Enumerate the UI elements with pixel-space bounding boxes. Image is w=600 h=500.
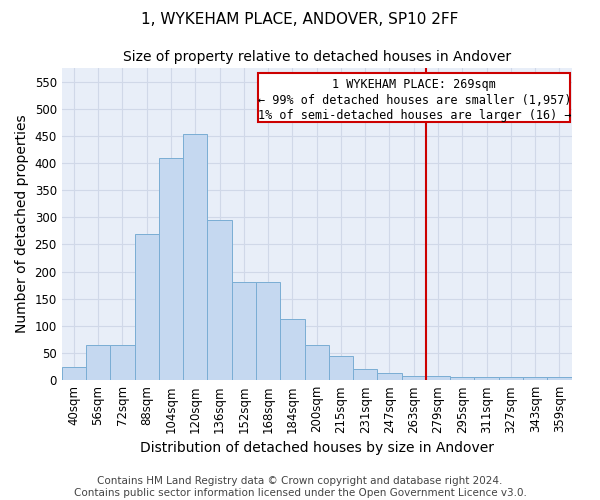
Bar <box>208 220 232 380</box>
Bar <box>450 378 475 380</box>
Bar <box>159 158 183 380</box>
Bar <box>232 282 256 380</box>
Text: 1 WYKEHAM PLACE: 269sqm: 1 WYKEHAM PLACE: 269sqm <box>332 78 496 92</box>
Bar <box>353 370 377 380</box>
Text: 1% of semi-detached houses are larger (16) →: 1% of semi-detached houses are larger (1… <box>257 109 571 122</box>
Text: 1, WYKEHAM PLACE, ANDOVER, SP10 2FF: 1, WYKEHAM PLACE, ANDOVER, SP10 2FF <box>142 12 458 28</box>
Bar <box>329 356 353 380</box>
Bar <box>110 345 134 380</box>
Bar <box>62 366 86 380</box>
Bar <box>305 345 329 380</box>
Y-axis label: Number of detached properties: Number of detached properties <box>15 115 29 334</box>
Bar <box>134 234 159 380</box>
Bar <box>547 378 572 380</box>
Bar <box>256 282 280 380</box>
Bar <box>183 134 208 380</box>
Title: Size of property relative to detached houses in Andover: Size of property relative to detached ho… <box>122 50 511 64</box>
X-axis label: Distribution of detached houses by size in Andover: Distribution of detached houses by size … <box>140 441 494 455</box>
Text: Contains HM Land Registry data © Crown copyright and database right 2024.
Contai: Contains HM Land Registry data © Crown c… <box>74 476 526 498</box>
FancyBboxPatch shape <box>259 74 571 122</box>
Bar <box>499 378 523 380</box>
Bar <box>523 378 547 380</box>
Bar <box>280 319 305 380</box>
Bar <box>377 373 401 380</box>
Bar <box>401 376 426 380</box>
Bar <box>86 345 110 380</box>
Bar <box>426 376 450 380</box>
Text: ← 99% of detached houses are smaller (1,957): ← 99% of detached houses are smaller (1,… <box>257 94 571 106</box>
Bar <box>475 378 499 380</box>
